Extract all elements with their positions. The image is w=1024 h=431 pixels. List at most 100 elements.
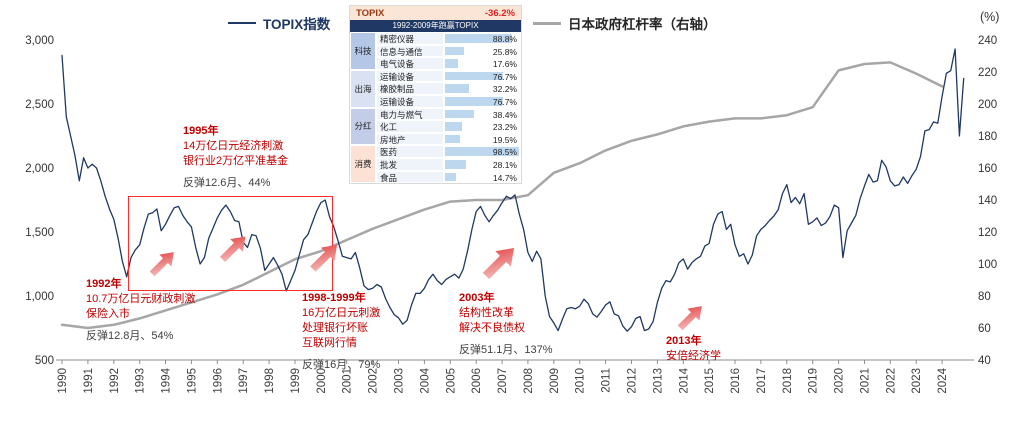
- legend-leverage: 日本政府杠杆率（右轴）: [533, 13, 717, 33]
- annotation-line: 10.7万亿日元财政刺激: [86, 293, 196, 305]
- svg-text:120: 120: [978, 227, 997, 239]
- table-row: 化工 23.2%: [376, 120, 521, 133]
- table-row: 食品 14.7%: [376, 170, 521, 184]
- svg-text:2,000: 2,000: [25, 163, 54, 175]
- industry-return: 17.6%: [444, 57, 521, 70]
- svg-text:220: 220: [978, 67, 997, 79]
- annotation-title: 1998-1999年: [302, 292, 366, 304]
- annotation-line: 保险入市: [86, 308, 130, 320]
- annotation-1992: 1992年 10.7万亿日元财政刺激 保险入市 反弹12.8月、54%: [86, 277, 195, 344]
- annotation-2013: 2013年 安倍经济学: [666, 334, 721, 364]
- svg-text:1991: 1991: [83, 368, 95, 394]
- table-row: 批发 28.1%: [376, 157, 521, 171]
- svg-text:3,000: 3,000: [25, 35, 54, 47]
- svg-text:1996: 1996: [212, 368, 224, 394]
- sector-performance-table: TOPIX -36.2% 1992-2009年跑赢TOPIX 科技 精密仪器 88.…: [349, 5, 522, 185]
- industry-name: 运输设备: [376, 94, 444, 108]
- svg-text:2018: 2018: [782, 368, 794, 394]
- table-group-label: 消费: [350, 145, 376, 184]
- industry-name: 信息与通信: [376, 44, 444, 58]
- rebound-arrow-icon: [306, 238, 344, 276]
- annotation-title: 2013年: [666, 335, 702, 347]
- svg-text:180: 180: [978, 131, 997, 143]
- topix-line: [61, 48, 965, 332]
- table-topix-return: -36.2%: [484, 7, 515, 19]
- rebound-arrow-icon: [478, 240, 522, 284]
- annotation-1998-1999: 1998-1999年 16万亿日元刺激 处理银行坏账 互联网行情 反弹16月、7…: [302, 291, 380, 373]
- table-subheader: 1992-2009年跑赢TOPIX: [350, 20, 521, 32]
- annotation-title: 1992年: [86, 278, 122, 290]
- svg-text:1997: 1997: [238, 368, 250, 394]
- svg-text:2017: 2017: [756, 368, 768, 394]
- svg-text:2023: 2023: [911, 368, 923, 394]
- svg-text:2009: 2009: [549, 368, 561, 394]
- annotation-1995: 1995年 14万亿日元经济刺激 银行业2万亿平准基金 反弹12.6月、44%: [183, 124, 288, 191]
- svg-text:1990: 1990: [57, 368, 69, 394]
- industry-name: 电气设备: [376, 57, 444, 70]
- svg-text:2020: 2020: [834, 368, 846, 394]
- table-row: 精密仪器 88.8%: [376, 32, 521, 45]
- industry-return: 76.7%: [444, 69, 521, 83]
- stimulus-period-box: [128, 196, 333, 291]
- annotation-2003: 2003年 结构性改革 解决不良债权 反弹51.1月、137%: [459, 291, 553, 358]
- industry-name: 食品: [376, 170, 444, 184]
- industry-return: 23.2%: [444, 120, 521, 133]
- table-row: 电力与燃气 38.4%: [376, 107, 521, 121]
- svg-text:100: 100: [978, 259, 997, 271]
- table-group-label: 分红: [350, 107, 376, 146]
- table-row: 运输设备 76.7%: [376, 69, 521, 83]
- svg-text:160: 160: [978, 163, 997, 175]
- industry-return: 28.1%: [444, 157, 521, 171]
- annotation-rebound: 反弹12.6月、44%: [183, 177, 271, 189]
- svg-text:2010: 2010: [575, 368, 587, 394]
- svg-text:200: 200: [978, 99, 997, 111]
- table-row: 医药 98.5%: [376, 145, 521, 158]
- svg-text:2003: 2003: [394, 368, 406, 394]
- svg-text:2002: 2002: [368, 368, 380, 394]
- table-row: 运输设备 76.7%: [376, 94, 521, 108]
- annotation-line: 14万亿日元经济刺激: [183, 140, 284, 152]
- svg-text:2024: 2024: [937, 367, 949, 393]
- svg-text:2022: 2022: [885, 368, 897, 394]
- svg-text:2019: 2019: [808, 368, 820, 394]
- svg-text:80: 80: [978, 291, 991, 303]
- table-body: 科技 精密仪器 88.8% 信息与通信 25.8% 电气设备 17.6% 出海 运输设备 76.7…: [350, 32, 521, 184]
- table-group-label: 科技: [350, 32, 376, 70]
- table-group: 消费 医药 98.5% 批发 28.1% 食品 14.7%: [350, 145, 521, 184]
- industry-name: 化工: [376, 120, 444, 133]
- annotation-line: 结构性改革: [459, 307, 514, 319]
- industry-name: 电力与燃气: [376, 107, 444, 121]
- industry-name: 房地产: [376, 132, 444, 146]
- table-row: 房地产 19.5%: [376, 132, 521, 146]
- annotation-line: 16万亿日元刺激: [302, 307, 381, 319]
- svg-text:2006: 2006: [471, 368, 483, 394]
- industry-return: 14.7%: [444, 170, 521, 184]
- leverage-line-swatch: [533, 21, 561, 25]
- annotation-line: 银行业2万亿平准基金: [183, 155, 289, 167]
- annotation-rebound: 反弹16月、79%: [302, 359, 381, 371]
- industry-name: 医药: [376, 145, 444, 158]
- svg-text:1993: 1993: [135, 368, 147, 394]
- svg-text:500: 500: [35, 355, 54, 367]
- annotation-line: 互联网行情: [302, 337, 357, 349]
- svg-text:60: 60: [978, 323, 991, 335]
- svg-text:2015: 2015: [704, 368, 716, 394]
- industry-name: 精密仪器: [376, 32, 444, 45]
- industry-name: 批发: [376, 157, 444, 171]
- svg-text:2001: 2001: [342, 368, 354, 394]
- table-group: 科技 精密仪器 88.8% 信息与通信 25.8% 电气设备 17.6%: [350, 32, 521, 70]
- table-group: 分红 电力与燃气 38.4% 化工 23.2% 房地产 19.5%: [350, 107, 521, 146]
- table-group-label: 出海: [350, 69, 376, 108]
- topix-line-swatch: [228, 22, 256, 24]
- svg-text:1,500: 1,500: [25, 227, 54, 239]
- table-header: TOPIX -36.2%: [350, 6, 521, 20]
- leverage-line: [60, 61, 944, 330]
- annotation-line: 安倍经济学: [666, 350, 721, 362]
- legend-topix-label: TOPIX指数: [263, 17, 331, 32]
- legend-topix: TOPIX指数: [228, 13, 330, 33]
- industry-name: 橡胶制品: [376, 82, 444, 95]
- svg-text:2016: 2016: [730, 368, 742, 394]
- rebound-arrow-icon: [216, 230, 252, 266]
